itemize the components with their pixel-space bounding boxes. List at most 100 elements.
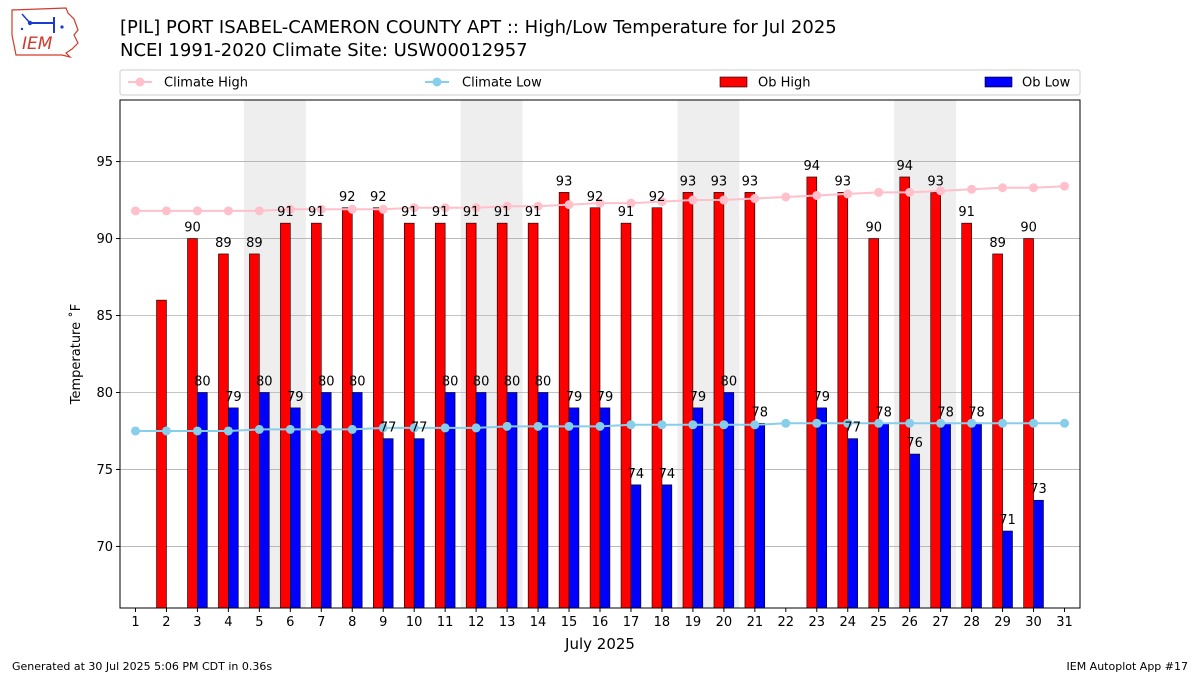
- climate-high-point-9: [378, 204, 388, 214]
- climate-high-point-23: [812, 190, 822, 200]
- ob-low-bar-23: [816, 407, 827, 609]
- climate-low-point-10: [409, 423, 419, 433]
- app-credit: IEM Autoplot App #17: [1066, 660, 1189, 673]
- x-tick-label-16: 16: [592, 615, 609, 630]
- ob-low-bar-9: [382, 438, 394, 609]
- ob-low-label-29: 71: [999, 513, 1016, 528]
- legend-climate-high: Climate High: [128, 76, 248, 91]
- x-tick-label-1: 1: [131, 615, 139, 630]
- climate-low-point-22: [781, 418, 791, 428]
- ob-low-label-7: 80: [318, 374, 335, 389]
- ob-high-label-8: 92: [339, 190, 356, 205]
- y-tick-label-75: 75: [96, 463, 113, 478]
- ob-low-label-11: 80: [442, 374, 459, 389]
- climate-low-point-23: [812, 418, 822, 428]
- ob-high-bar-17: [620, 222, 632, 609]
- legend-ob-low-label: Ob Low: [1022, 76, 1071, 91]
- climate-low-point-31: [1060, 418, 1070, 428]
- climate-low-point-8: [347, 424, 357, 434]
- climate-high-point-12: [471, 203, 481, 213]
- ob-low-bar-5: [259, 392, 270, 609]
- ob-high-label-16: 92: [587, 190, 604, 205]
- climate-high-point-16: [595, 198, 605, 208]
- ob-low-label-10: 77: [411, 421, 428, 436]
- ob-high-label-28: 91: [958, 205, 975, 220]
- x-tick-label-6: 6: [286, 615, 294, 630]
- y-axis: 70 75 80 85 90 95: [96, 155, 120, 555]
- ob-high-label-17: 91: [618, 205, 635, 220]
- climate-low-point-9: [378, 423, 388, 433]
- climate-low-point-11: [440, 423, 450, 433]
- ob-high-bar-21: [744, 192, 756, 609]
- x-tick-label-13: 13: [499, 615, 516, 630]
- ob-low-label-6: 79: [287, 390, 304, 405]
- ob-high-label-13: 91: [494, 205, 511, 220]
- climate-high-point-1: [130, 206, 140, 216]
- ob-low-label-3: 80: [194, 374, 211, 389]
- climate-high-point-13: [502, 201, 512, 211]
- chart-subtitle: NCEI 1991-2020 Climate Site: USW00012957: [120, 40, 528, 61]
- climate-high-point-2: [161, 206, 171, 216]
- ob-high-label-6: 91: [277, 205, 294, 220]
- ob-low-bar-8: [351, 392, 363, 609]
- climate-high-point-19: [688, 195, 698, 205]
- ob-low-label-16: 79: [597, 390, 614, 405]
- climate-low-point-16: [595, 421, 605, 431]
- ob-low-label-13: 80: [504, 374, 521, 389]
- ob-low-bar-4: [228, 407, 239, 609]
- ob-high-label-15: 93: [556, 174, 573, 189]
- climate-high-point-3: [192, 206, 202, 216]
- ob-high-label-18: 92: [649, 190, 666, 205]
- ob-high-label-25: 90: [865, 221, 882, 236]
- climate-low-point-20: [719, 420, 729, 430]
- ob-high-bar-3: [187, 238, 198, 609]
- climate-low-point-12: [471, 423, 481, 433]
- ob-low-label-17: 74: [628, 467, 645, 482]
- x-tick-label-18: 18: [654, 615, 671, 630]
- ob-high-bar-9: [373, 207, 384, 609]
- ob-low-label-14: 80: [535, 374, 552, 389]
- y-tick-label-90: 90: [96, 232, 113, 247]
- ob-high-bar-16: [589, 207, 601, 609]
- ob-low-label-5: 80: [256, 374, 273, 389]
- ob-low-bar-6: [290, 407, 301, 609]
- x-tick-label-11: 11: [437, 615, 454, 630]
- ob-high-bar-11: [434, 222, 446, 609]
- ob-high-bar-18: [651, 207, 663, 609]
- y-axis-label: Temperature ˚F: [68, 304, 84, 405]
- ob-low-bar-30: [1033, 499, 1044, 609]
- climate-high-point-20: [719, 195, 729, 205]
- legend-ob-low-swatch: [984, 76, 1013, 88]
- climate-low-point-4: [223, 426, 233, 436]
- ob-high-label-5: 89: [246, 236, 263, 251]
- x-tick-label-20: 20: [716, 615, 733, 630]
- climate-high-point-17: [626, 198, 636, 208]
- ob-high-label-9: 92: [370, 190, 387, 205]
- y-tick-label-95: 95: [96, 155, 113, 170]
- x-tick-label-9: 9: [379, 615, 387, 630]
- ob-high-label-14: 91: [525, 205, 542, 220]
- ob-high-label-11: 91: [432, 205, 449, 220]
- climate-high-point-31: [1060, 181, 1070, 191]
- climate-low-point-30: [1029, 418, 1039, 428]
- climate-low-point-29: [998, 418, 1008, 428]
- ob-low-bar-19: [692, 407, 704, 609]
- ob-high-label-30: 90: [1020, 221, 1037, 236]
- x-tick-label-8: 8: [348, 615, 356, 630]
- x-tick-label-10: 10: [406, 615, 423, 630]
- ob-low-label-12: 80: [473, 374, 490, 389]
- x-tick-label-17: 17: [623, 615, 640, 630]
- ob-high-label-24: 93: [835, 174, 852, 189]
- climate-high-point-28: [967, 184, 977, 194]
- ob-high-label-20: 93: [711, 174, 728, 189]
- climate-high-point-4: [223, 206, 233, 216]
- climate-high-point-8: [347, 204, 357, 214]
- data-labels: 90 89 89 91 91 92 92 91 91 91 91 91 93 92 91 92 93 93 93 94…: [184, 159, 1047, 528]
- ob-low-bar-28: [971, 422, 982, 609]
- x-tick-label-23: 23: [809, 615, 826, 630]
- climate-high-point-7: [316, 204, 326, 214]
- x-tick-label-2: 2: [162, 615, 170, 630]
- ob-low-bar-15: [568, 407, 580, 609]
- legend-climate-low-marker: [432, 77, 442, 87]
- ob-high-bar-12: [465, 222, 477, 609]
